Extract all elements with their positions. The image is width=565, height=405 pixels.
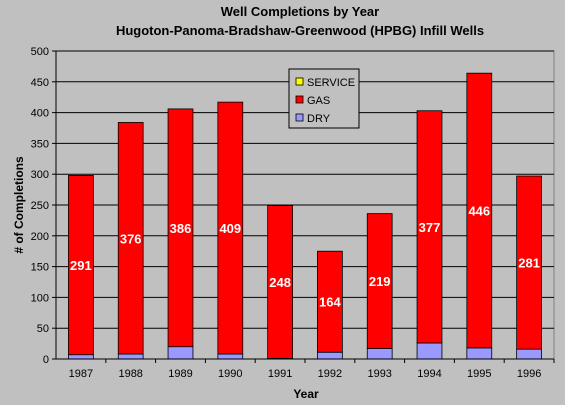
x-tick-label: 1994 [417, 368, 441, 380]
legend-swatch-dry [295, 113, 304, 122]
data-label-1993: 219 [369, 274, 391, 289]
y-tick-label: 200 [31, 231, 49, 243]
legend-label-gas: GAS [307, 95, 330, 107]
y-tick-label: 500 [31, 46, 49, 58]
data-label-1987: 291 [70, 258, 92, 273]
y-tick-label: 150 [31, 262, 49, 274]
data-label-1992: 164 [319, 295, 341, 310]
data-label-1994: 377 [419, 220, 441, 235]
bar-gas-1992 [317, 250, 343, 353]
data-label-1989: 386 [170, 221, 192, 236]
bar-dry-1990 [217, 353, 244, 360]
data-labels: 291 376 386 409 248 164 219 377 446 281 [70, 204, 540, 310]
chart-subtitle: Hugoton-Panoma-Bradshaw-Greenwood (HPBG)… [116, 23, 484, 38]
data-label-1991: 248 [269, 275, 291, 290]
bar-gas-1994 [416, 110, 443, 344]
legend: SERVICE GAS DRY [288, 68, 360, 129]
x-tick-label: 1993 [367, 368, 391, 380]
bar-dry-1987 [68, 354, 94, 360]
bar-gas-1987 [68, 175, 94, 356]
bar-gas-1990 [217, 101, 244, 355]
bar-dry-1988 [117, 353, 144, 360]
y-tick-label: 300 [31, 169, 49, 181]
x-tick-label: 1989 [168, 368, 192, 380]
bars [68, 72, 542, 360]
y-tick-label: 50 [37, 323, 49, 335]
data-label-1996: 281 [518, 256, 540, 271]
x-tick-label: 1991 [268, 368, 292, 380]
x-tick-label: 1995 [467, 368, 491, 380]
legend-label-service: SERVICE [307, 77, 355, 89]
bar-gas-1988 [117, 122, 144, 355]
x-axis-title: Year [293, 387, 319, 401]
bar-gas-1993 [366, 213, 393, 349]
bar-dry-1993 [366, 348, 393, 360]
bar-gas-1996 [516, 175, 542, 350]
legend-swatch-service [295, 77, 304, 86]
x-tick-label: 1988 [118, 368, 142, 380]
y-tick-label: 450 [31, 77, 49, 89]
bar-dry-1996 [516, 348, 542, 360]
data-label-1995: 446 [468, 204, 490, 219]
x-tick-label: 1992 [318, 368, 342, 380]
x-tick-label: 1987 [69, 368, 93, 380]
bar-dry-1992 [317, 351, 343, 360]
data-label-1988: 376 [120, 231, 142, 246]
bar-gas-1989 [167, 108, 194, 348]
y-tick-label: 350 [31, 138, 49, 150]
legend-label-dry: DRY [307, 113, 331, 125]
y-tick-label: 250 [31, 200, 49, 212]
bar-dry-1989 [167, 346, 194, 360]
bar-gas-1995 [466, 72, 493, 349]
chart-title: Well Completions by Year [221, 4, 379, 19]
x-tick-label: 1990 [218, 368, 242, 380]
bar-gas-1991 [267, 205, 293, 359]
y-axis-title: # of Completions [12, 156, 26, 254]
y-tick-label: 100 [31, 292, 49, 304]
data-label-1990: 409 [219, 221, 241, 236]
y-tick-label: 400 [31, 108, 49, 120]
x-tick-label: 1996 [517, 368, 541, 380]
legend-swatch-gas [295, 95, 304, 104]
y-tick-label: 0 [43, 354, 49, 366]
bar-dry-1995 [466, 347, 493, 360]
bar-dry-1994 [416, 342, 443, 360]
axes: 0 50 100 150 200 250 300 350 400 450 500 1987 1988 19… [31, 46, 555, 380]
